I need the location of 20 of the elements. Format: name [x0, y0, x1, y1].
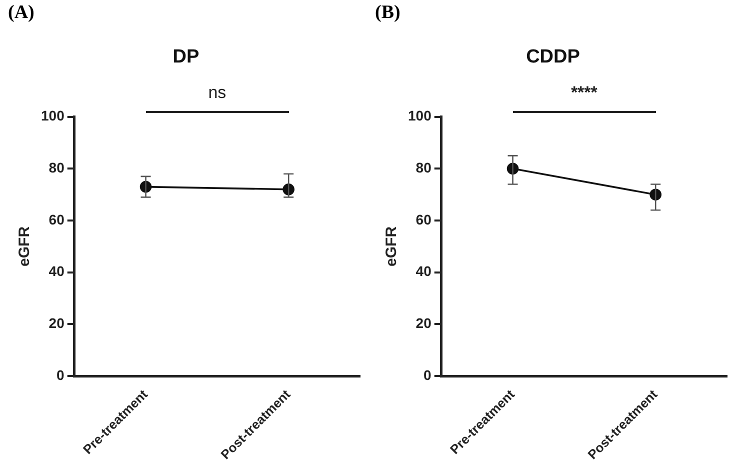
chart-title: DP [172, 46, 200, 68]
y-tick-label: 0 [56, 366, 65, 383]
text: (A) [8, 2, 34, 24]
y-tick-label: 80 [48, 160, 65, 176]
y-tick-label: 0 [424, 366, 432, 383]
y-tick-label: 100 [408, 108, 432, 124]
text: **** [570, 82, 598, 103]
text: ns [207, 82, 228, 103]
y-axis-title: eGFR [16, 226, 34, 266]
y-tick-label: 20 [48, 315, 65, 332]
y-tick-label: 80 [416, 160, 432, 176]
y-tick-label: 20 [416, 315, 432, 332]
y-tick-label: 40 [416, 263, 432, 280]
y-tick-label: 40 [48, 263, 65, 280]
y-tick-label: 60 [416, 211, 432, 228]
chart-title: CDDP [526, 46, 580, 68]
y-axis-title: eGFR [383, 226, 400, 266]
y-tick-label: 60 [48, 211, 65, 228]
text: (B) [375, 2, 400, 24]
y-tick-label: 100 [41, 108, 65, 124]
